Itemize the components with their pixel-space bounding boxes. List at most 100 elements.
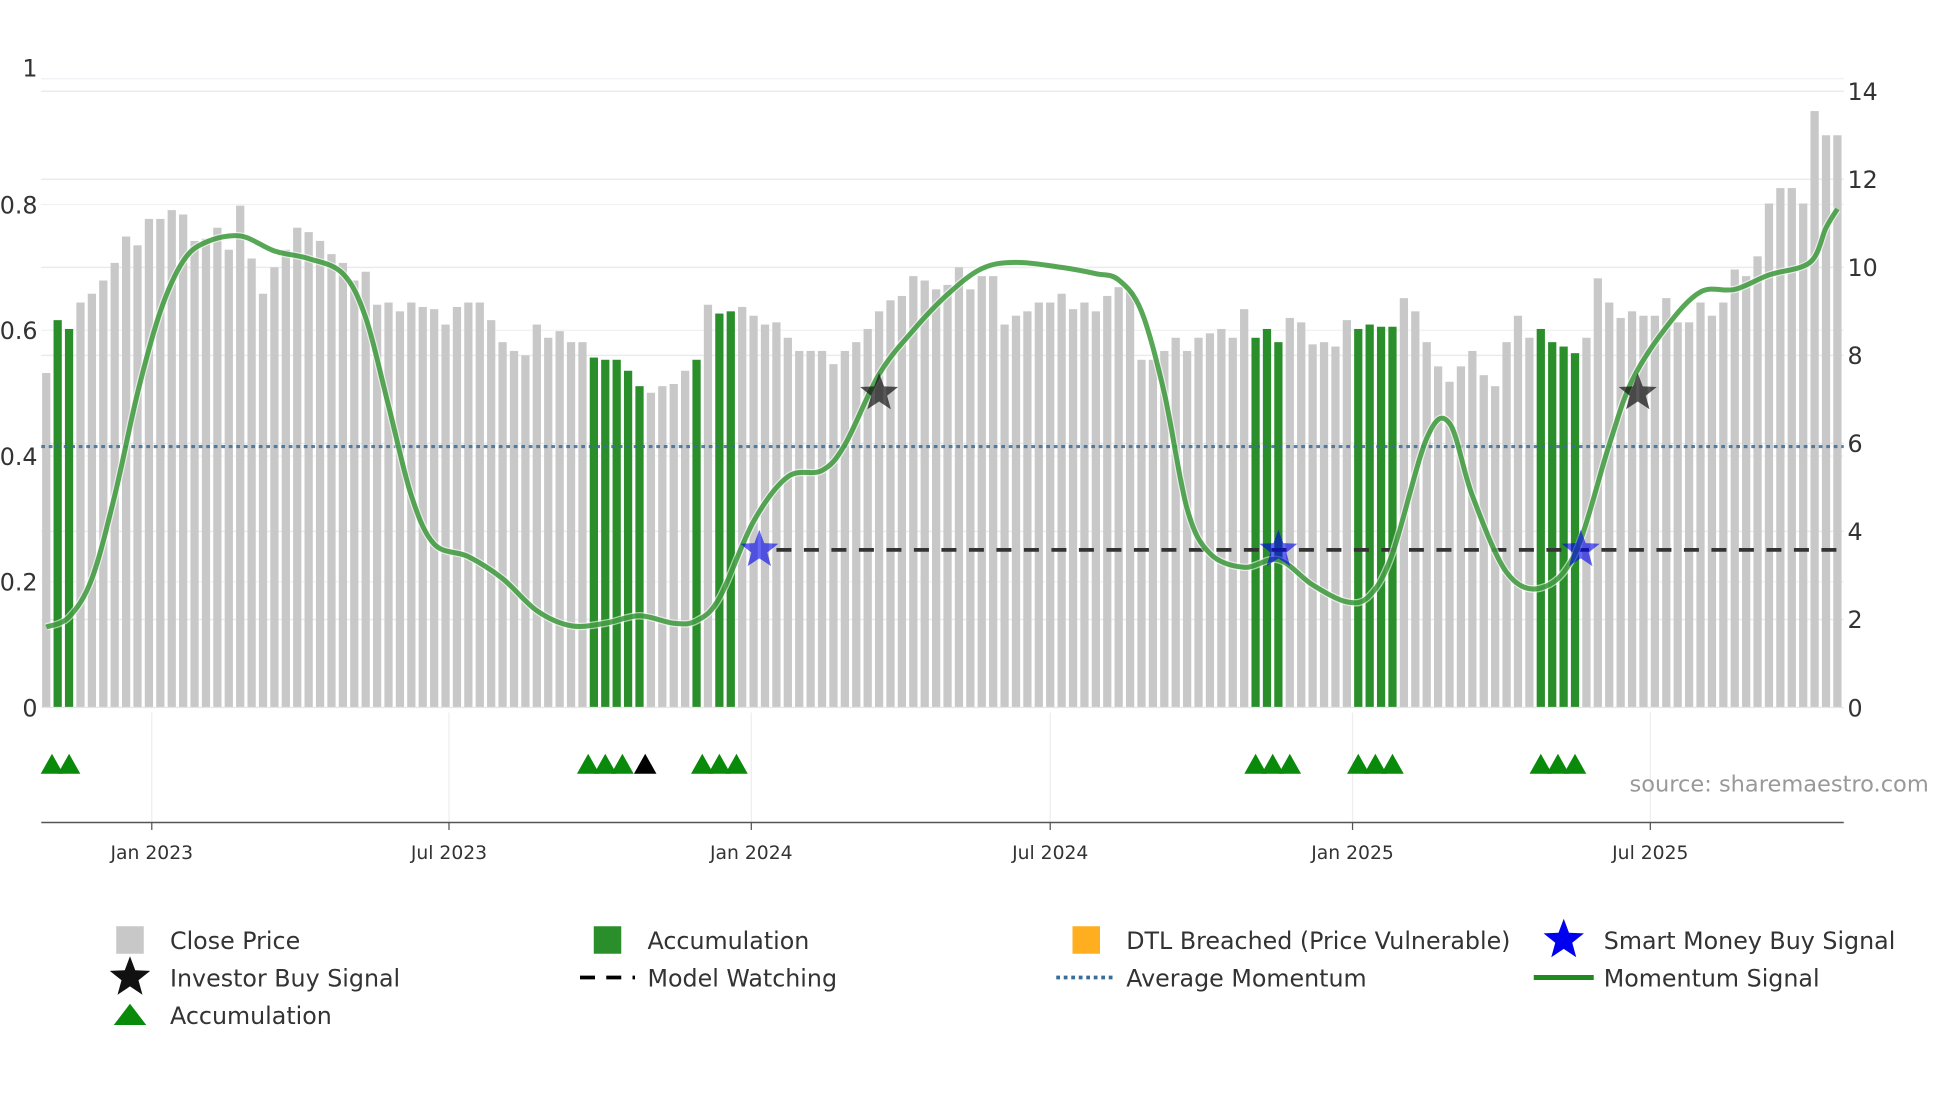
- close-price-bar: [1194, 337, 1203, 708]
- legend-item: Accumulation: [593, 926, 809, 955]
- close-price-bar: [1764, 203, 1774, 708]
- close-price-bar: [1023, 311, 1032, 708]
- momentum-signal-line: [45, 207, 1840, 630]
- close-price-bar: [1331, 346, 1340, 708]
- close-price-bar: [1240, 309, 1249, 708]
- close-price-legend-icon: [116, 926, 144, 954]
- accumulation-bar: [1536, 328, 1545, 708]
- legend-item: DTL Breached (Price Vulnerable): [1072, 926, 1510, 955]
- legend-label: DTL Breached (Price Vulnerable): [1126, 927, 1510, 955]
- close-price-bar: [509, 350, 519, 708]
- close-price-bar: [886, 300, 895, 708]
- accumulation-bar: [53, 320, 62, 708]
- left-axis-tick: 0.6: [0, 317, 38, 345]
- close-price-bar: [544, 337, 553, 708]
- legend-label: Momentum Signal: [1604, 964, 1820, 992]
- close-price-bar: [1160, 350, 1169, 708]
- close-price-bar: [1080, 302, 1089, 708]
- accumulation-bar: [1376, 326, 1386, 708]
- left-axis-tick: 1: [22, 54, 37, 82]
- close-price-bar: [1319, 342, 1329, 708]
- close-price-bar: [1650, 315, 1660, 708]
- close-price-bar: [338, 262, 348, 708]
- accumulation-triangle: [708, 753, 731, 774]
- accumulation-bar: [1559, 346, 1568, 708]
- close-price-bar: [1205, 333, 1215, 708]
- accumulation-bar: [726, 311, 735, 708]
- accumulation-bar: [1274, 342, 1283, 708]
- accumulation-triangle: [576, 753, 600, 774]
- close-price-bar: [372, 304, 382, 708]
- close-price-bar: [76, 302, 85, 708]
- right-axis-tick: 4: [1848, 518, 1863, 546]
- close-price-bar: [1148, 359, 1158, 708]
- left-axis-tick: 0: [22, 694, 37, 722]
- close-price-bar: [1742, 276, 1751, 708]
- accumulation-bar: [1262, 328, 1272, 708]
- close-price-bar: [932, 289, 941, 708]
- accumulation-triangle: [691, 753, 714, 774]
- close-price-bar: [1684, 322, 1694, 708]
- close-price-bar: [920, 280, 929, 708]
- accumulation-bar: [1365, 324, 1374, 708]
- x-axis-tick: Jan 2023: [109, 843, 193, 864]
- legend-item: Accumulation: [113, 1002, 332, 1030]
- close-price-bar: [475, 302, 484, 708]
- close-price-bar: [977, 276, 986, 708]
- close-price-bar: [795, 350, 804, 708]
- right-axis-tick: 2: [1848, 606, 1863, 634]
- close-price-bar: [1639, 315, 1648, 708]
- investor-buy-star: [860, 373, 899, 410]
- close-price-bar: [874, 311, 884, 708]
- close-price-bar: [669, 383, 678, 708]
- close-price-bar: [1730, 269, 1739, 708]
- close-price-bar: [532, 324, 541, 708]
- close-price-bar: [646, 392, 656, 708]
- close-price-bar: [1776, 188, 1785, 708]
- close-price-bar: [1183, 350, 1192, 708]
- close-price-bar: [167, 210, 176, 708]
- close-price-bar: [909, 276, 918, 708]
- accumulation-bar: [64, 328, 74, 708]
- close-price-bar: [1605, 302, 1614, 708]
- close-price-bar: [1833, 135, 1842, 708]
- accumulation-triangle-legend-icon: [113, 1003, 147, 1025]
- close-price-bar: [566, 342, 576, 708]
- close-price-bar: [772, 322, 781, 708]
- close-price-bar: [99, 280, 108, 708]
- close-price-bar: [1616, 317, 1625, 708]
- accumulation-triangle: [1347, 753, 1370, 774]
- close-price-bar: [829, 364, 838, 708]
- dtl-breached-legend-icon: [1072, 926, 1100, 954]
- close-price-bar: [1411, 311, 1420, 708]
- close-price-bar: [315, 240, 325, 708]
- close-price-bar: [817, 350, 827, 708]
- signal-markers: [740, 373, 1657, 567]
- close-price-bar: [258, 293, 268, 708]
- close-price-bar: [281, 249, 290, 708]
- right-axis-tick: 8: [1848, 342, 1863, 370]
- close-price-bar: [452, 306, 462, 708]
- accumulation-triangle: [40, 753, 64, 774]
- close-price-bar: [989, 276, 998, 708]
- legend-item: Model Watching: [580, 964, 837, 992]
- close-price-bar: [1525, 337, 1534, 708]
- close-price-bar: [1091, 311, 1100, 708]
- close-price-bar: [943, 284, 952, 708]
- accumulation-bar: [1570, 353, 1580, 708]
- close-price-bar: [156, 218, 165, 708]
- close-price-bar: [236, 205, 245, 708]
- investor-star-icon: [109, 956, 151, 995]
- close-price-bar: [1753, 256, 1762, 708]
- close-price-bar: [852, 342, 861, 708]
- close-price-bar: [487, 320, 496, 708]
- source-label: source: sharemaestro.com: [1630, 771, 1929, 797]
- close-price-bar: [783, 337, 792, 708]
- accumulation-triangle: [611, 753, 634, 774]
- close-price-bar: [1821, 135, 1831, 708]
- signal-lines: [41, 206, 1844, 631]
- legend-label: Model Watching: [648, 964, 838, 992]
- close-price-bar: [1011, 315, 1021, 708]
